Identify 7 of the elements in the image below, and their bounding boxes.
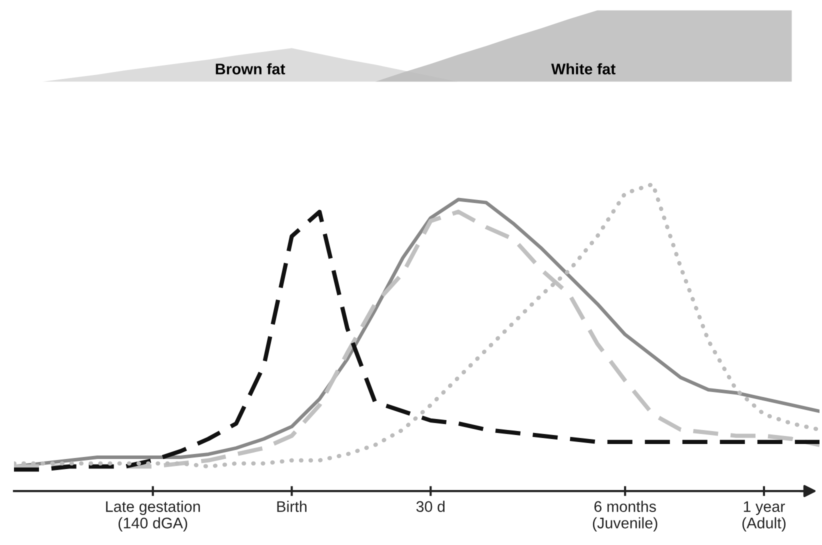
x-tick-label: 30 d xyxy=(416,500,445,512)
series-label: Brown fat xyxy=(216,63,286,74)
x-tick-label: Late gestation (140 dGA) xyxy=(106,500,200,532)
x-tick-label: 6 months (Juvenile) xyxy=(592,500,658,532)
x-tick-label: Birth xyxy=(277,500,306,512)
series-label: White fat xyxy=(551,63,616,74)
x-tick-label: 1 year (Adult) xyxy=(742,501,786,532)
